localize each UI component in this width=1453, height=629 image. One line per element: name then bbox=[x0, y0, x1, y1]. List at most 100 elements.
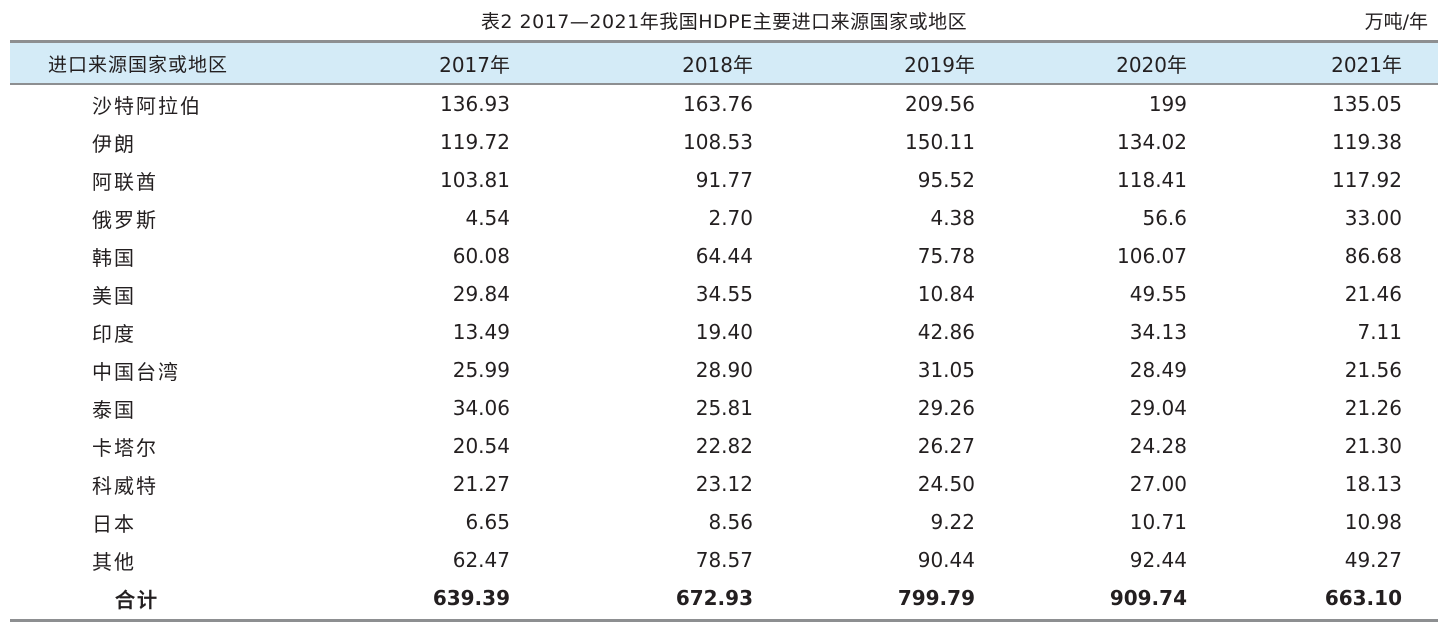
cell-2021: 10.98 bbox=[1344, 510, 1402, 534]
table-caption: 表2 2017—2021年我国HDPE主要进口来源国家或地区 bbox=[480, 11, 968, 33]
cell-2017: 136.93 bbox=[440, 92, 510, 116]
unit-label: 万吨/年 bbox=[1364, 11, 1428, 33]
cell-2020: 92.44 bbox=[1129, 548, 1187, 572]
total-row: 合计 639.39 672.93 799.79 909.74 663.10 bbox=[10, 579, 1438, 617]
cell-2021: 21.26 bbox=[1344, 396, 1402, 420]
cell-2020: 118.41 bbox=[1117, 168, 1187, 192]
cell-2018: 25.81 bbox=[695, 396, 753, 420]
cell-2021: 33.00 bbox=[1344, 206, 1402, 230]
cell-2017: 21.27 bbox=[452, 472, 510, 496]
cell-2018: 22.82 bbox=[695, 434, 753, 458]
table-row: 日本 6.65 8.56 9.22 10.71 10.98 bbox=[10, 503, 1438, 541]
total-2021: 663.10 bbox=[1324, 586, 1402, 610]
cell-2020: 134.02 bbox=[1117, 130, 1187, 154]
header-country: 进口来源国家或地区 bbox=[48, 53, 229, 76]
cell-2018: 108.53 bbox=[683, 130, 753, 154]
header-2020: 2020年 bbox=[1116, 52, 1187, 77]
cell-2020: 29.04 bbox=[1129, 396, 1187, 420]
cell-2021: 21.46 bbox=[1344, 282, 1402, 306]
total-2017: 639.39 bbox=[432, 586, 510, 610]
row-country: 日本 bbox=[92, 511, 136, 536]
header-2021: 2021年 bbox=[1331, 52, 1402, 77]
cell-2018: 78.57 bbox=[695, 548, 753, 572]
table-row: 泰国 34.06 25.81 29.26 29.04 21.26 bbox=[10, 389, 1438, 427]
row-country: 美国 bbox=[92, 283, 136, 308]
table-row: 科威特 21.27 23.12 24.50 27.00 18.13 bbox=[10, 465, 1438, 503]
cell-2019: 75.78 bbox=[917, 244, 975, 268]
bottom-rule bbox=[10, 619, 1438, 622]
table-caption-row: 表2 2017—2021年我国HDPE主要进口来源国家或地区 万吨/年 bbox=[10, 0, 1438, 40]
cell-2020: 10.71 bbox=[1129, 510, 1187, 534]
cell-2020: 106.07 bbox=[1117, 244, 1187, 268]
cell-2018: 64.44 bbox=[695, 244, 753, 268]
cell-2020: 27.00 bbox=[1129, 472, 1187, 496]
table-row: 伊朗 119.72 108.53 150.11 134.02 119.38 bbox=[10, 123, 1438, 161]
table-header-row: 进口来源国家或地区 2017年 2018年 2019年 2020年 2021年 bbox=[10, 43, 1438, 85]
top-rule bbox=[10, 40, 1438, 43]
cell-2017: 25.99 bbox=[452, 358, 510, 382]
row-country: 泰国 bbox=[92, 397, 136, 422]
row-country: 韩国 bbox=[92, 245, 136, 270]
row-country: 沙特阿拉伯 bbox=[92, 93, 202, 118]
cell-2020: 199 bbox=[1148, 92, 1187, 116]
cell-2021: 86.68 bbox=[1344, 244, 1402, 268]
cell-2018: 23.12 bbox=[695, 472, 753, 496]
cell-2018: 28.90 bbox=[695, 358, 753, 382]
table-row: 阿联酋 103.81 91.77 95.52 118.41 117.92 bbox=[10, 161, 1438, 199]
cell-2017: 119.72 bbox=[440, 130, 510, 154]
cell-2017: 20.54 bbox=[452, 434, 510, 458]
table-row: 沙特阿拉伯 136.93 163.76 209.56 199 135.05 bbox=[10, 85, 1438, 123]
table-row: 其他 62.47 78.57 90.44 92.44 49.27 bbox=[10, 541, 1438, 579]
row-country: 中国台湾 bbox=[92, 359, 180, 384]
cell-2019: 9.22 bbox=[930, 510, 975, 534]
cell-2018: 91.77 bbox=[695, 168, 753, 192]
table-row: 印度 13.49 19.40 42.86 34.13 7.11 bbox=[10, 313, 1438, 351]
cell-2018: 163.76 bbox=[683, 92, 753, 116]
row-country: 科威特 bbox=[92, 473, 158, 498]
cell-2021: 7.11 bbox=[1357, 320, 1402, 344]
row-country: 印度 bbox=[92, 321, 136, 346]
cell-2019: 150.11 bbox=[905, 130, 975, 154]
cell-2019: 31.05 bbox=[917, 358, 975, 382]
cell-2021: 18.13 bbox=[1344, 472, 1402, 496]
cell-2020: 56.6 bbox=[1142, 206, 1187, 230]
cell-2020: 24.28 bbox=[1129, 434, 1187, 458]
row-country: 其他 bbox=[92, 549, 136, 574]
cell-2020: 49.55 bbox=[1129, 282, 1187, 306]
cell-2018: 8.56 bbox=[708, 510, 753, 534]
total-2018: 672.93 bbox=[675, 586, 753, 610]
cell-2019: 95.52 bbox=[917, 168, 975, 192]
cell-2017: 4.54 bbox=[465, 206, 510, 230]
cell-2021: 117.92 bbox=[1332, 168, 1402, 192]
total-2019: 799.79 bbox=[897, 586, 975, 610]
cell-2017: 60.08 bbox=[452, 244, 510, 268]
header-2017: 2017年 bbox=[439, 52, 510, 77]
row-country: 阿联酋 bbox=[92, 169, 158, 194]
table-row: 美国 29.84 34.55 10.84 49.55 21.46 bbox=[10, 275, 1438, 313]
cell-2021: 21.56 bbox=[1344, 358, 1402, 382]
cell-2021: 21.30 bbox=[1344, 434, 1402, 458]
cell-2019: 29.26 bbox=[917, 396, 975, 420]
cell-2018: 19.40 bbox=[695, 320, 753, 344]
cell-2017: 34.06 bbox=[452, 396, 510, 420]
cell-2018: 2.70 bbox=[708, 206, 753, 230]
cell-2017: 103.81 bbox=[440, 168, 510, 192]
cell-2019: 209.56 bbox=[905, 92, 975, 116]
cell-2021: 135.05 bbox=[1332, 92, 1402, 116]
cell-2021: 49.27 bbox=[1344, 548, 1402, 572]
cell-2017: 62.47 bbox=[452, 548, 510, 572]
cell-2017: 29.84 bbox=[452, 282, 510, 306]
cell-2019: 10.84 bbox=[917, 282, 975, 306]
cell-2019: 4.38 bbox=[930, 206, 975, 230]
header-2018: 2018年 bbox=[682, 52, 753, 77]
row-country: 卡塔尔 bbox=[92, 435, 158, 460]
total-2020: 909.74 bbox=[1109, 586, 1187, 610]
import-sources-table: 进口来源国家或地区 2017年 2018年 2019年 2020年 2021年 … bbox=[10, 40, 1438, 622]
cell-2019: 90.44 bbox=[917, 548, 975, 572]
row-country: 俄罗斯 bbox=[92, 207, 158, 232]
cell-2020: 34.13 bbox=[1129, 320, 1187, 344]
row-country: 伊朗 bbox=[92, 131, 136, 156]
total-label: 合计 bbox=[115, 587, 159, 612]
header-2019: 2019年 bbox=[904, 52, 975, 77]
table-row: 俄罗斯 4.54 2.70 4.38 56.6 33.00 bbox=[10, 199, 1438, 237]
